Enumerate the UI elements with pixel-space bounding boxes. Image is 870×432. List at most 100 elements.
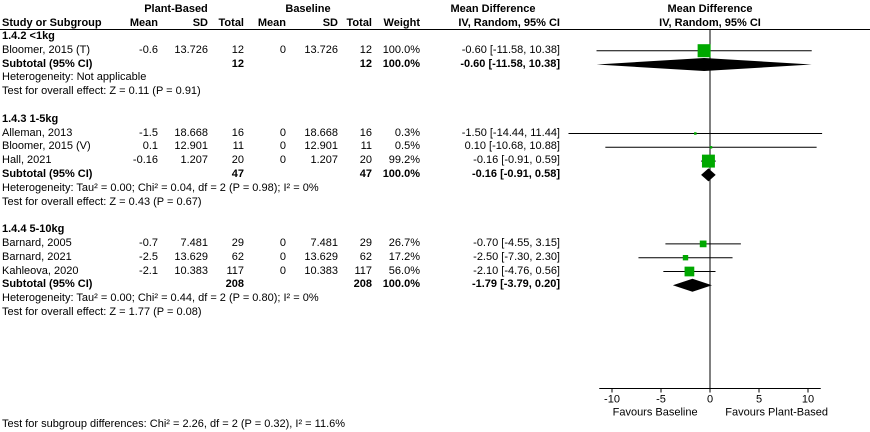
effect-square [684, 266, 695, 277]
subtotal-label: Subtotal (95% CI) [2, 278, 93, 291]
subtotal-ci: -1.79 [-3.79, 0.20] [471, 278, 560, 291]
total2-cell: 117 [354, 264, 372, 277]
weight-cell: 100.0% [382, 43, 420, 56]
subtotal-row: Subtotal (95% CI) 12 12 100.0% -0.60 [-11.58… [2, 58, 566, 72]
col-iv-random-ci: IV, Random, 95% CI [458, 17, 560, 29]
subgroup-title: 1.4.3 1-5kg [2, 112, 59, 125]
col-total-plant: Total [218, 17, 244, 29]
plot-header: Mean Difference IV, Random, 95% CI [562, 2, 858, 30]
subtotal-diamond [672, 278, 712, 292]
axis-tick-label: 5 [756, 394, 762, 406]
subtotal-total1: 12 [231, 57, 244, 70]
total1-cell: 16 [231, 126, 244, 139]
subtotal-label: Subtotal (95% CI) [2, 57, 93, 70]
axis-tick-label: -5 [656, 394, 666, 406]
mean2-cell: 0 [279, 236, 286, 249]
overall-effect-note: Test for overall effect: Z = 0.11 (P = 0… [2, 85, 201, 98]
subgroup-title-row: 1.4.4 5-10kg [2, 223, 566, 237]
weight-cell: 26.7% [388, 236, 420, 249]
study-row: Alleman, 2013 -1.5 18.668 16 0 18.668 16 0.3% -1… [2, 127, 566, 141]
effect-square [697, 44, 711, 58]
subtotal-row: Subtotal (95% CI) 47 47 100.0% -0.16 [-0.91,… [2, 168, 566, 182]
heterogeneity-note: Heterogeneity: Tau² = 0.00; Chi² = 0.04,… [2, 181, 319, 194]
study-label: Hall, 2021 [2, 154, 52, 167]
note-row: Test for overall effect: Z = 0.11 (P = 0… [2, 85, 566, 99]
study-row: Bloomer, 2015 (T) -0.6 13.726 12 0 13.726 12 10… [2, 44, 566, 58]
weight-cell: 0.5% [394, 140, 420, 153]
sd2-cell: 7.481 [310, 236, 338, 249]
total2-cell: 20 [359, 154, 372, 167]
col-total-baseline: Total [346, 17, 372, 29]
mean1-cell: -1.5 [139, 126, 158, 139]
total2-cell: 62 [359, 250, 372, 263]
col-sd-plant: SD [192, 17, 208, 29]
effect-square [701, 154, 715, 168]
plot-subtitle: IV, Random, 95% CI [659, 17, 761, 29]
study-row: Hall, 2021 -0.16 1.207 20 0 1.207 20 99.2% -0.16… [2, 154, 566, 168]
subtotal-diamond [596, 58, 812, 71]
sd2-cell: 18.668 [304, 126, 338, 139]
col-study-or-subgroup: Study or Subgroup [2, 17, 102, 29]
col-weight: Weight [383, 17, 420, 29]
ci-text-cell: -1.50 [-14.44, 11.44] [461, 126, 560, 139]
study-label: Barnard, 2005 [2, 236, 72, 249]
weight-cell: 56.0% [388, 264, 420, 277]
col-mean-baseline: Mean [257, 17, 286, 29]
subtotal-total2: 12 [359, 57, 372, 70]
subgroup-title-row: 1.4.3 1-5kg [2, 113, 566, 127]
mean2-cell: 0 [279, 250, 286, 263]
group2-header: Baseline [285, 3, 331, 15]
sd1-cell: 13.726 [174, 43, 208, 56]
plot-title: Mean Difference [667, 3, 753, 15]
subtotal-weight: 100.0% [382, 278, 420, 291]
sd1-cell: 13.629 [174, 250, 208, 263]
subtotal-diamond [701, 168, 716, 182]
total2-cell: 12 [359, 43, 372, 56]
total1-cell: 117 [226, 264, 244, 277]
note-row: Heterogeneity: Tau² = 0.00; Chi² = 0.04,… [2, 182, 566, 196]
note-row: Test for overall effect: Z = 1.77 (P = 0… [2, 306, 566, 320]
weight-cell: 0.3% [394, 126, 420, 139]
mean1-cell: -2.5 [139, 250, 158, 263]
md-column-header: Mean Difference [450, 3, 536, 15]
subtotal-ci: -0.16 [-0.91, 0.58] [471, 167, 560, 180]
mean2-cell: 0 [279, 43, 286, 56]
mean2-cell: 0 [279, 140, 286, 153]
study-row: Bloomer, 2015 (V) 0.1 12.901 11 0 12.901 11 0.5… [2, 140, 566, 154]
subtotal-total1: 208 [225, 278, 244, 291]
overall-effect-note: Test for overall effect: Z = 0.43 (P = 0… [2, 195, 202, 208]
subgroup-title-row: 1.4.2 <1kg [2, 30, 566, 44]
total2-cell: 11 [360, 140, 372, 153]
mean1-cell: -0.16 [132, 154, 158, 167]
subtotal-weight: 100.0% [382, 57, 420, 70]
total1-cell: 20 [231, 154, 244, 167]
overall-effect-note: Test for overall effect: Z = 1.77 (P = 0… [2, 305, 202, 318]
note-row: Heterogeneity: Tau² = 0.00; Chi² = 0.44,… [2, 292, 566, 306]
mean2-cell: 0 [279, 264, 286, 277]
total1-cell: 62 [231, 250, 244, 263]
note-row: Heterogeneity: Not applicable [2, 71, 566, 85]
subtotal-weight: 100.0% [382, 167, 420, 180]
sd2-cell: 12.901 [304, 140, 338, 153]
sd2-cell: 1.207 [310, 154, 338, 167]
axis-tick-label: 0 [707, 394, 713, 406]
total1-cell: 29 [231, 236, 244, 249]
subgroup-diff-note: Test for subgroup differences: Chi² = 2.… [2, 418, 346, 430]
mean1-cell: 0.1 [142, 140, 158, 153]
sd2-cell: 10.383 [304, 264, 338, 277]
subtotal-ci: -0.60 [-11.58, 10.38] [460, 57, 560, 70]
study-row: Kahleova, 2020 -2.1 10.383 117 0 10.383 117 56.… [2, 265, 566, 279]
col-sd-baseline: SD [322, 17, 338, 29]
total1-cell: 12 [231, 43, 244, 56]
total2-cell: 29 [359, 236, 372, 249]
note-row: Test for overall effect: Z = 0.43 (P = 0… [2, 196, 566, 210]
sd1-cell: 10.383 [174, 264, 208, 277]
effect-square [709, 146, 713, 149]
mean2-cell: 0 [279, 154, 286, 167]
ci-text-cell: -0.16 [-0.91, 0.59] [473, 154, 560, 167]
total1-cell: 11 [232, 140, 244, 153]
subtotal-row: Subtotal (95% CI) 208 208 100.0% -1.79 [-3.7… [2, 278, 566, 292]
axis-tick-label: 10 [802, 394, 814, 406]
study-label: Barnard, 2021 [2, 250, 72, 263]
